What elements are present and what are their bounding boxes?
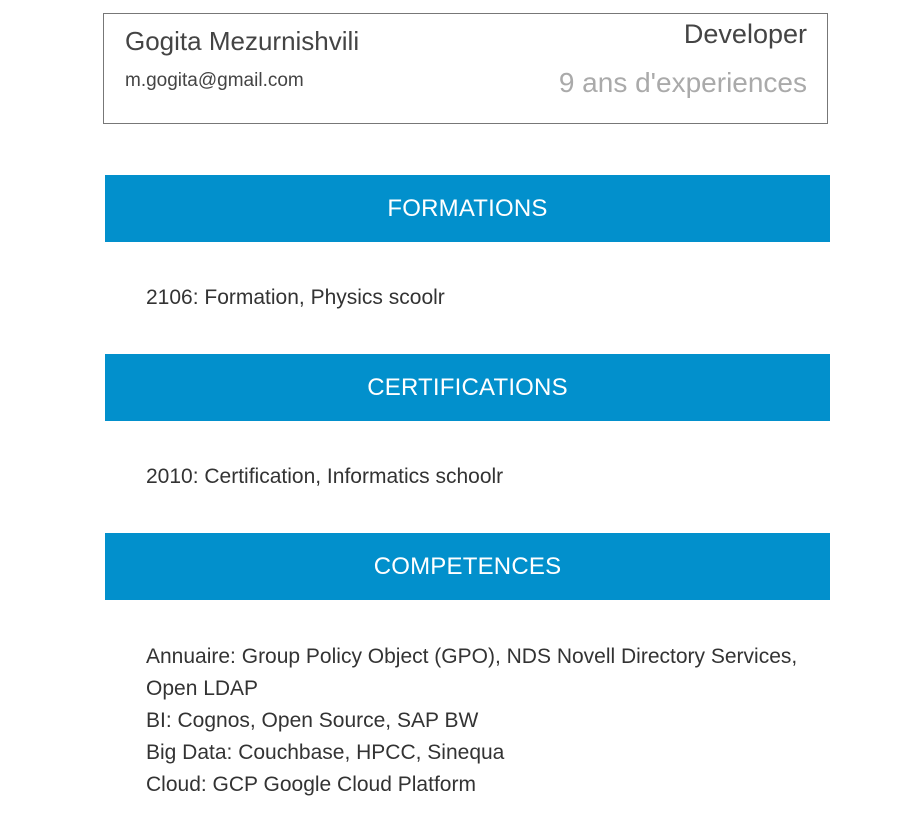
profile-card: Gogita Mezurnishvili m.gogita@gmail.com … — [103, 13, 828, 124]
competence-line: Annuaire: Group Policy Object (GPO), NDS… — [146, 645, 798, 668]
section-header-certifications: CERTIFICATIONS — [105, 354, 830, 421]
section-header-competences: COMPETENCES — [105, 533, 830, 600]
profile-experience: 9 ans d'experiences — [558, 67, 807, 98]
competences-list: Annuaire: Group Policy Object (GPO), NDS… — [146, 641, 846, 801]
competence-line: Cloud: GCP Google Cloud Platform — [146, 773, 476, 796]
formation-entry: 2106: Formation, Physics scoolr — [146, 286, 445, 309]
section-header-formations: FORMATIONS — [105, 175, 830, 242]
profile-role: Developer — [683, 19, 807, 49]
competence-line: Open LDAP — [146, 677, 259, 700]
profile-email: m.gogita@gmail.com — [125, 70, 304, 91]
profile-name: Gogita Mezurnishvili — [125, 26, 360, 56]
competence-line: Big Data: Couchbase, HPCC, Sinequa — [146, 741, 505, 764]
competence-line: BI: Cognos, Open Source, SAP BW — [146, 709, 479, 732]
certification-entry: 2010: Certification, Informatics schoolr — [146, 465, 504, 488]
